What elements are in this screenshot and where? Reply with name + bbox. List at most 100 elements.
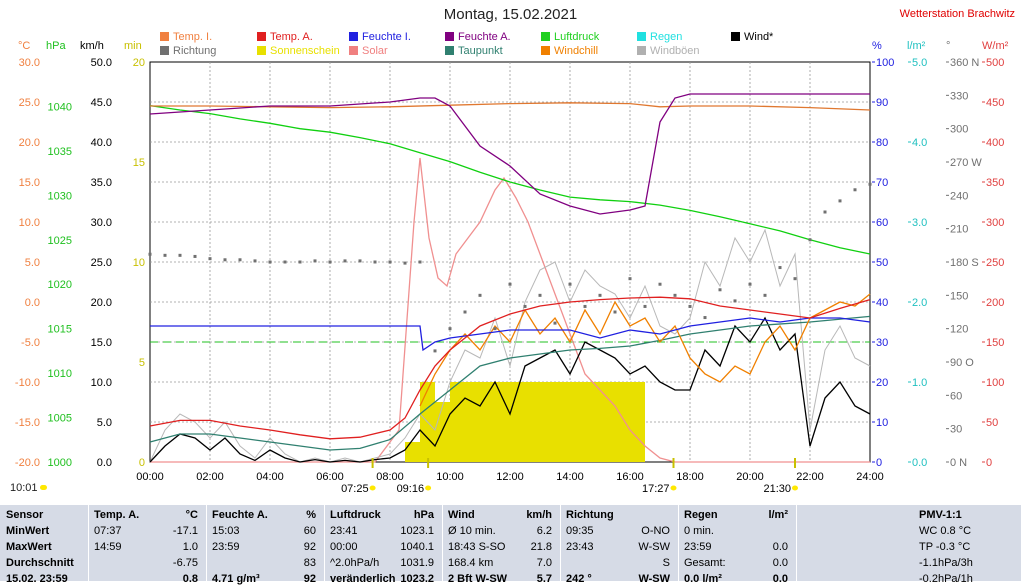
direction-point (223, 258, 227, 262)
axis-tick-temp: -20.0 (15, 457, 40, 469)
direction-point (433, 349, 437, 353)
cell-temp-label: 14:59 (94, 541, 122, 553)
axis-tick-temp: 5.0 (25, 257, 40, 269)
table-head-temp: Temp. A. (94, 509, 140, 521)
series-line-temp-a- (149, 296, 871, 440)
cell-wind-label: Ø 10 min. (448, 525, 496, 537)
cell-rain-label: 0 min. (684, 525, 714, 537)
axis-tick-wind: 40.0 (91, 137, 112, 149)
direction-point (253, 259, 257, 263)
event-dot (369, 485, 376, 491)
sunshine-bar (600, 382, 615, 462)
axis-tick-humidity: 100 (876, 57, 894, 69)
direction-point (823, 210, 827, 214)
legend-label: Luftdruck (554, 31, 600, 43)
axis-tick-direction: 300 (950, 124, 968, 136)
pmv-wc: WC 0.8 °C (919, 525, 972, 537)
axis-tick-wind: 45.0 (91, 97, 112, 109)
direction-point (733, 299, 737, 303)
cell-hum-label: 4.71 g/m³ (212, 573, 260, 585)
direction-point (163, 253, 167, 257)
direction-point (568, 282, 572, 286)
legend-item: Richtung (160, 45, 216, 57)
cell-wind-value: 5.7 (536, 573, 552, 585)
direction-point (373, 260, 377, 264)
legend-item: Feuchte I. (349, 31, 411, 43)
direction-point (703, 316, 707, 320)
axis-tick-rain: 4.0 (912, 137, 927, 149)
event-label: 07:25 (341, 483, 369, 495)
sunshine-bar (615, 382, 630, 462)
unit-wm2: W/m² (982, 40, 1009, 52)
cell-press-label: 23:41 (330, 525, 358, 537)
legend-label: Taupunkt (458, 45, 503, 57)
x-tick-label: 04:00 (256, 471, 284, 483)
axis-tick-solar: 0 (986, 457, 992, 469)
table-head-press: Luftdruck (330, 509, 381, 521)
direction-point (523, 304, 527, 308)
cell-press-value: 1023.1 (400, 525, 434, 537)
series-line-windböen (149, 228, 871, 463)
unit-min: min (124, 40, 142, 52)
event-label: 21:30 (763, 483, 791, 495)
cell-rain-value: 0.0 (772, 573, 788, 585)
axis-tick-temp: 15.0 (19, 177, 40, 189)
direction-point (193, 254, 197, 258)
pmv-tp: TP -0.3 °C (919, 541, 971, 553)
axis-tick-solar: 200 (986, 297, 1004, 309)
direction-point (403, 261, 407, 265)
row-label-now: 15.02. 23:59 (6, 573, 68, 585)
table-unit-rain: l/m² (768, 509, 788, 521)
pmv-head: PMV-1:1 (919, 509, 962, 521)
axis-tick-humidity: 10 (876, 417, 888, 429)
table-unit-press: hPa (413, 509, 434, 521)
cell-temp-value: 1.0 (182, 541, 198, 553)
axis-tick-rain: 5.0 (912, 57, 927, 69)
axis-tick-direction: 30 (950, 424, 962, 436)
direction-point (478, 293, 482, 297)
axis-tick-direction: 90 O (950, 357, 974, 369)
direction-point (148, 252, 152, 256)
event-label: 09:16 (397, 483, 425, 495)
cell-dir-value: S (662, 557, 670, 569)
direction-point (553, 321, 557, 325)
legend-swatch (637, 46, 646, 55)
axis-tick-pressure: 1005 (48, 413, 72, 425)
legend-swatch (349, 32, 358, 41)
sunshine-bar (450, 382, 465, 462)
legend-item: Temp. I. (160, 31, 212, 43)
axis-tick-temp: 0.0 (25, 297, 40, 309)
cell-hum-label: 23:59 (212, 541, 240, 553)
legend-item: Solar (349, 45, 388, 57)
x-tick-label: 22:00 (796, 471, 824, 483)
series-line-feuchte-i- (150, 317, 871, 352)
cell-rain-label: Gesamt: (684, 557, 726, 569)
axis-tick-rain: 2.0 (912, 297, 927, 309)
axis-tick-pressure: 1015 (48, 324, 72, 336)
direction-point (493, 327, 497, 331)
unit-rain: l/m² (907, 40, 926, 52)
cell-rain-label: 23:59 (684, 541, 712, 553)
legend-swatch (257, 46, 266, 55)
series-line-taupunkt (149, 315, 871, 451)
axis-tick-pressure: 1025 (48, 235, 72, 247)
axis-tick-temp: -5.0 (21, 337, 40, 349)
direction-point (718, 288, 722, 292)
direction-point (418, 260, 422, 264)
direction-point (448, 327, 452, 331)
cell-hum-label: 15:03 (212, 525, 240, 537)
table-unit-wind: km/h (526, 509, 552, 521)
legend-item: Sonnenschein (257, 45, 340, 57)
legend-swatch (160, 46, 169, 55)
axis-tick-wind: 20.0 (91, 297, 112, 309)
table-unit-hum: % (306, 509, 316, 521)
page-title: Montag, 15.02.2021 (443, 6, 578, 23)
axis-tick-direction: 360 N (950, 57, 979, 69)
legend-swatch (637, 32, 646, 41)
cell-rain-value: 0.0 (772, 557, 788, 569)
legend-label: Sonnenschein (270, 45, 340, 57)
cell-dir-value: W-SW (638, 541, 670, 553)
axis-tick-humidity: 90 (876, 97, 888, 109)
unit-temp: °C (18, 40, 31, 52)
axis-tick-rain: 1.0 (912, 377, 927, 389)
